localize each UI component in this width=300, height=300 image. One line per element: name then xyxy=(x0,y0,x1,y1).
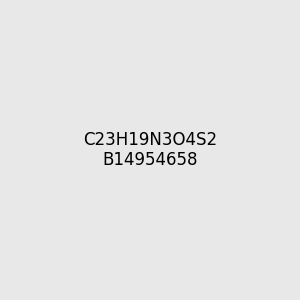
Text: C23H19N3O4S2
B14954658: C23H19N3O4S2 B14954658 xyxy=(83,130,217,170)
